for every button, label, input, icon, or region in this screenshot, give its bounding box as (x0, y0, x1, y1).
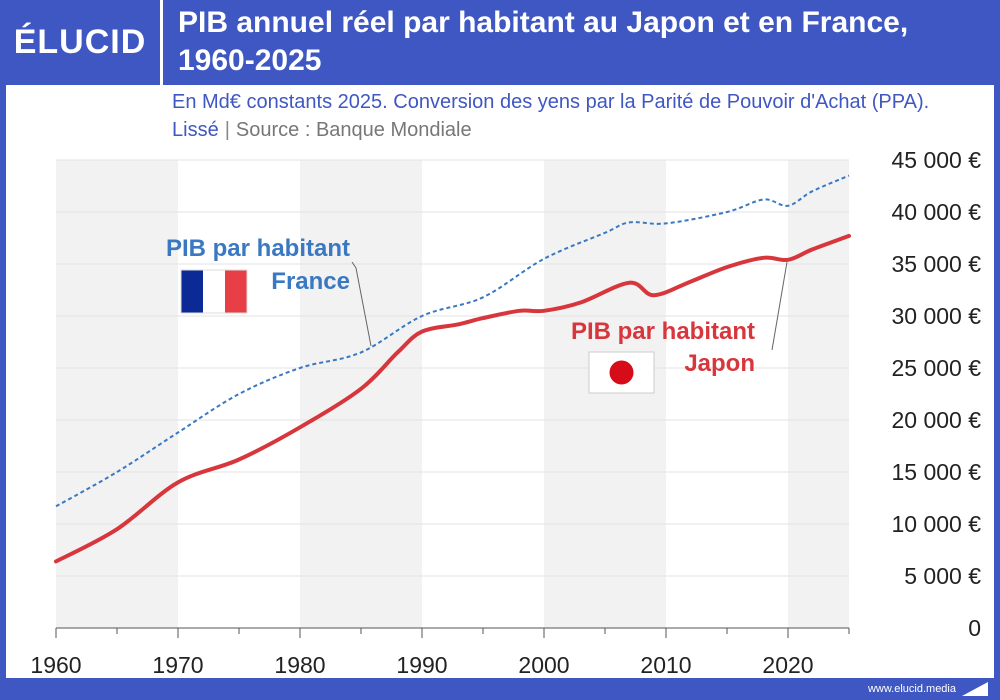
x-tick-label: 1960 (30, 652, 81, 678)
y-tick-label: 20 000 € (891, 407, 981, 433)
y-tick-label: 35 000 € (891, 251, 981, 277)
subtitle-separator: | (224, 119, 230, 141)
y-tick-label: 25 000 € (891, 355, 981, 381)
y-tick-label: 45 000 € (891, 147, 981, 173)
france-label-line1: PIB par habitant (166, 235, 350, 262)
y-tick-label: 30 000 € (891, 303, 981, 329)
japan-label-line2: Japon (684, 350, 755, 377)
page-title: PIB annuel réel par habitant au Japon et… (178, 6, 909, 77)
y-tick-label: 5 000 € (904, 563, 981, 589)
series-lines (54, 174, 851, 564)
x-tick-label: 2000 (518, 652, 569, 678)
decade-shade (300, 160, 422, 628)
x-tick-label: 2020 (762, 652, 813, 678)
x-tick-label: 1980 (274, 652, 325, 678)
x-tick-label: 1970 (152, 652, 203, 678)
x-tick-label: 1990 (396, 652, 447, 678)
header-bar: ÉLUCID PIB annuel réel par habitant au J… (0, 0, 1000, 85)
series-line-japan (54, 233, 851, 564)
y-axis: 0 5 000 € 10 000 € 15 000 € 20 000 € 25 000 €… (891, 147, 981, 641)
label-leader-lines (351, 261, 788, 351)
y-tick-label: 15 000 € (891, 459, 981, 485)
japan-flag-icon (588, 351, 655, 394)
source-note: Source : Banque Mondiale (235, 119, 472, 141)
footer-url: www.elucid.media (867, 683, 956, 695)
decade-shading (56, 160, 849, 628)
japan-leader-line (771, 261, 788, 351)
chart-subtitle: En Md€ constants 2025. Conversion des ye… (172, 88, 992, 144)
subtitle-text: En Md€ constants 2025. Conversion des ye… (172, 91, 930, 141)
y-tick-label: 10 000 € (891, 511, 981, 537)
france-label-line2: France (271, 268, 350, 295)
logo-divider (160, 0, 163, 85)
y-tick-label: 40 000 € (891, 199, 981, 225)
france-leader-line (351, 261, 372, 347)
grid-lines (56, 159, 849, 577)
france-flag-icon (180, 269, 248, 314)
elucid-logo: ÉLUCID (13, 23, 147, 61)
decade-shade (788, 160, 849, 628)
y-tick-label: 0 (968, 615, 981, 641)
decade-shade (544, 160, 666, 628)
x-tick-label: 2010 (640, 652, 691, 678)
japan-label-line1: PIB par habitant (571, 318, 755, 345)
series-line-france (55, 174, 850, 508)
x-axis: 1960 1970 1980 1990 2000 2010 2020 (30, 627, 850, 678)
elucid-mark-icon (962, 682, 988, 696)
decade-shade (56, 160, 178, 628)
